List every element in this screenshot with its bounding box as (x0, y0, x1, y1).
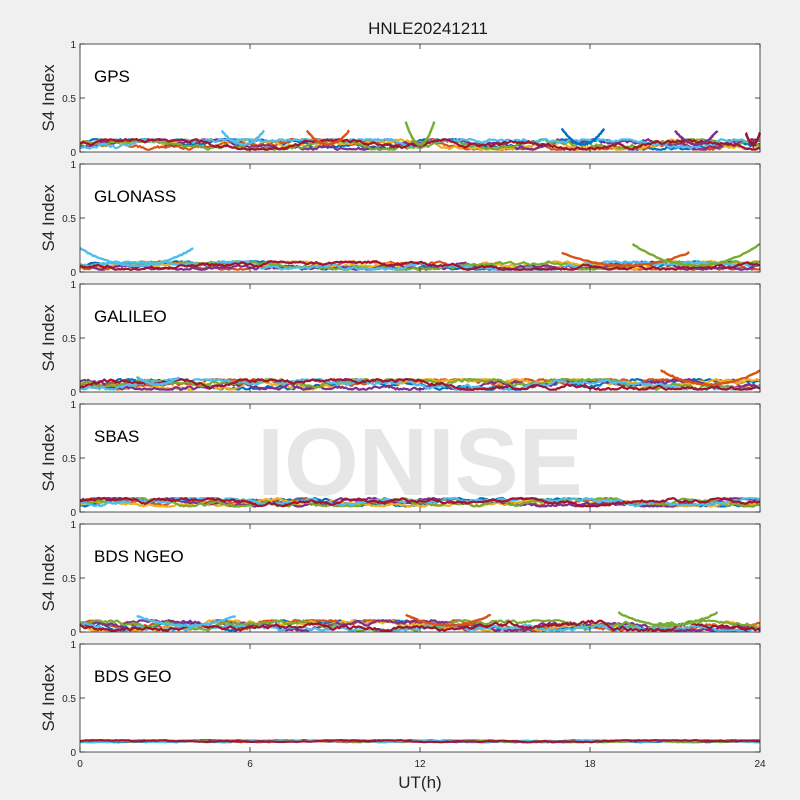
arc-trace (660, 369, 761, 387)
y-axis-label: S4 Index (39, 304, 58, 372)
y-tick-label: 0 (70, 508, 76, 519)
arc-trace (136, 614, 237, 628)
y-tick-label: 0 (70, 628, 76, 639)
y-tick-label: 0.5 (62, 94, 76, 105)
x-axis-label: UT(h) (398, 773, 441, 792)
y-tick-label: 1 (70, 520, 76, 531)
y-tick-label: 0.5 (62, 334, 76, 345)
panel-glonass: 0 0.5 1 GLONASS S4 Index (39, 160, 761, 279)
y-tick-label: 1 (70, 40, 76, 51)
arc-trace (560, 127, 606, 147)
plot-area (80, 644, 760, 752)
series-trace (79, 496, 760, 508)
y-axis-label: S4 Index (39, 184, 58, 252)
y-axis-label: S4 Index (39, 544, 58, 612)
x-tick-label: 0 (77, 759, 83, 770)
y-tick-label: 1 (70, 400, 76, 411)
watermark: IONISE (257, 409, 582, 516)
x-tick-label: 18 (584, 759, 596, 770)
panel-bds-ngeo: 0 0.5 1 BDS NGEO S4 Index (39, 520, 761, 639)
series-trace (80, 496, 761, 508)
x-tick-label: 12 (414, 759, 426, 770)
panel-gps: 0 0.5 1 GPS S4 Index (39, 40, 761, 159)
x-tick-labels: 0 6 12 18 24 (77, 759, 766, 770)
arc-trace (404, 121, 436, 147)
arc-trace (631, 242, 761, 268)
y-axis-label: S4 Index (39, 664, 58, 732)
panel-title: GLONASS (94, 187, 176, 206)
arc-trace (79, 247, 194, 268)
y-tick-label: 0 (70, 148, 76, 159)
panel-title: GALILEO (94, 307, 167, 326)
arc-trace (305, 129, 350, 147)
y-tick-label: 0 (70, 388, 76, 399)
series-trace (79, 378, 761, 391)
arc-trace (674, 129, 719, 147)
arc-trace (744, 131, 761, 150)
y-tick-label: 1 (70, 160, 76, 171)
y-tick-label: 0 (70, 748, 76, 759)
y-axis-label: S4 Index (39, 424, 58, 492)
x-tick-label: 6 (247, 759, 253, 770)
series-trace (79, 738, 761, 744)
plot-area (80, 164, 760, 272)
plot-area (80, 44, 760, 152)
y-axis-label: S4 Index (39, 64, 58, 132)
panel-bds-geo: 0 0.5 1 BDS GEO S4 Index (39, 640, 761, 759)
plot-area (80, 404, 760, 512)
plot-area (80, 284, 760, 392)
panel-title: GPS (94, 67, 130, 86)
figure-title: HNLE20241211 (368, 19, 488, 38)
series-trace (79, 260, 760, 271)
panel-sbas: 0 0.5 1 SBAS S4 Index (39, 400, 761, 519)
y-tick-label: 0.5 (62, 454, 76, 465)
series-trace (79, 377, 761, 391)
x-tick-label: 24 (754, 759, 766, 770)
panel-title: SBAS (94, 427, 139, 446)
arc-trace (617, 611, 719, 628)
arc-trace (220, 129, 266, 147)
y-tick-label: 1 (70, 280, 76, 291)
plot-area (80, 524, 760, 632)
y-tick-label: 1 (70, 640, 76, 651)
arc-trace (135, 375, 181, 387)
arc-trace (405, 613, 492, 628)
panel-galileo: 0 0.5 1 GALILEO S4 Index (39, 280, 761, 399)
y-tick-label: 0.5 (62, 214, 76, 225)
y-tick-label: 0.5 (62, 694, 76, 705)
panel-title: BDS GEO (94, 667, 171, 686)
y-tick-label: 0.5 (62, 574, 76, 585)
arc-trace (561, 251, 690, 268)
panel-title: BDS NGEO (94, 547, 184, 566)
y-tick-label: 0 (70, 268, 76, 279)
